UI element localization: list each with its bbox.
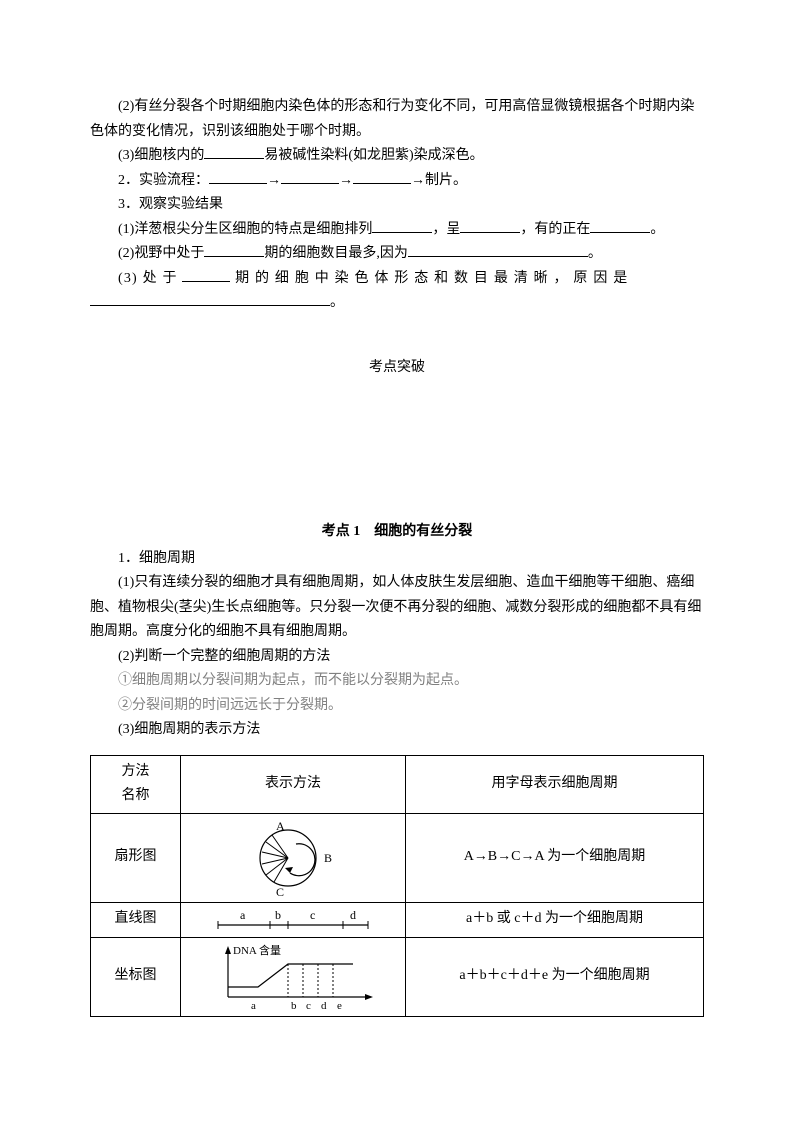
blank (209, 183, 267, 184)
blank (90, 305, 330, 306)
cell-desc: A→B→C→A 为一个细胞周期 (406, 813, 704, 902)
cell-name: 坐标图 (91, 937, 181, 1016)
para-obs-2: (2)视野中处于 期的细胞数目最多,因为 。 (90, 242, 704, 267)
label-c: c (306, 1000, 311, 1012)
text: 期 的 细 胞 中 染 色 体 形 态 和 数 目 最 清 晰 ， 原 因 是 (230, 271, 628, 286)
cell-desc: a＋b 或 c＋d 为一个细胞周期 (406, 902, 704, 937)
method-table: 方法 名称 表示方法 用字母表示细胞周期 扇形图 A B C A→B (90, 755, 704, 1017)
text: →制片。 (411, 173, 467, 188)
text: 。 (330, 295, 344, 310)
text: 名称 (99, 784, 172, 809)
blank (204, 256, 264, 257)
spacer (90, 410, 704, 520)
coord-diagram: DNA 含量 a b c d e (203, 942, 383, 1012)
cell-name: 扇形图 (91, 813, 181, 902)
blank (281, 183, 339, 184)
label-B: B (324, 851, 332, 865)
para-2: (2)有丝分裂各个时期细胞内染色体的形态和行为变化不同，可用高倍显微镜根据各个时… (90, 95, 704, 144)
kp1: 1．细胞周期 (90, 547, 704, 572)
text: (1)洋葱根尖分生区细胞的特点是细胞排列 (118, 222, 372, 237)
label-a: a (240, 908, 246, 922)
kp1-2b: ②分裂间期的时间远远长于分裂期。 (90, 694, 704, 719)
text: 2．实验流程： (118, 173, 209, 188)
label-d: d (321, 1000, 327, 1012)
table-row: 直线图 a b c d a＋b 或 c＋d 为一个细胞周期 (91, 902, 704, 937)
table-row: 方法 名称 表示方法 用字母表示细胞周期 (91, 755, 704, 813)
text: ，有的正在 (520, 222, 590, 237)
text: 方法 (99, 760, 172, 785)
label-e: e (337, 1000, 342, 1012)
cell-name: 直线图 (91, 902, 181, 937)
text: ，呈 (432, 222, 460, 237)
section-heading: 考点突破 (90, 356, 704, 381)
cell-diagram-line: a b c d (181, 902, 406, 937)
cell-diagram-fan: A B C (181, 813, 406, 902)
blank (408, 256, 588, 257)
cell-h1: 方法 名称 (91, 755, 181, 813)
text: 。 (650, 222, 664, 237)
text: 易被碱性染料(如龙胆紫)染成深色。 (264, 148, 483, 163)
kp-heading: 考点 1 细胞的有丝分裂 (90, 520, 704, 545)
label-a: a (251, 1000, 256, 1012)
text: (2)视野中处于 (118, 246, 204, 261)
fan-diagram: A B C (228, 818, 358, 898)
para-observe: 3．观察实验结果 (90, 193, 704, 218)
blank (204, 158, 264, 159)
para-obs-1: (1)洋葱根尖分生区细胞的特点是细胞排列 ，呈 ，有的正在 。 (90, 218, 704, 243)
cell-desc: a＋b＋c＋d＋e 为一个细胞周期 (406, 937, 704, 1016)
label-b: b (291, 1000, 297, 1012)
label-C: C (276, 885, 284, 898)
kp1-2a: ①细胞周期以分裂间期为起点，而不能以分裂期为起点。 (90, 669, 704, 694)
text: (3) 处 于 (118, 271, 182, 286)
table-row: 坐标图 DNA 含量 a b c d e a＋b＋c＋d＋e 为一个细胞周期 (91, 937, 704, 1016)
text: 。 (588, 246, 602, 261)
blank (460, 232, 520, 233)
para-obs-3: (3) 处 于 期 的 细 胞 中 染 色 体 形 态 和 数 目 最 清 晰 … (90, 267, 704, 292)
cell-h4: 用字母表示细胞周期 (406, 755, 704, 813)
label-d: d (350, 908, 356, 922)
line-diagram: a b c d (208, 907, 378, 933)
label-c: c (310, 908, 315, 922)
label-b: b (275, 908, 281, 922)
text: (3)细胞核内的 (118, 148, 204, 163)
table-row: 扇形图 A B C A→B→C→A 为一个细胞周期 (91, 813, 704, 902)
cell-h3: 表示方法 (181, 755, 406, 813)
kp1-2: (2)判断一个完整的细胞周期的方法 (90, 645, 704, 670)
y-axis-label: DNA 含量 (233, 943, 281, 957)
kp1-1: (1)只有连续分裂的细胞才具有细胞周期，如人体皮肤生发层细胞、造血干细胞等干细胞… (90, 571, 704, 645)
para-obs-3-cont: 。 (90, 291, 704, 316)
label-A: A (276, 819, 285, 833)
text: 期的细胞数目最多,因为 (264, 246, 408, 261)
para-exp-flow: 2．实验流程：→→→制片。 (90, 169, 704, 194)
blank (372, 232, 432, 233)
blank (182, 281, 230, 282)
kp1-3: (3)细胞周期的表示方法 (90, 718, 704, 743)
cell-diagram-coord: DNA 含量 a b c d e (181, 937, 406, 1016)
blank (353, 183, 411, 184)
para-3: (3)细胞核内的 易被碱性染料(如龙胆紫)染成深色。 (90, 144, 704, 169)
blank (590, 232, 650, 233)
